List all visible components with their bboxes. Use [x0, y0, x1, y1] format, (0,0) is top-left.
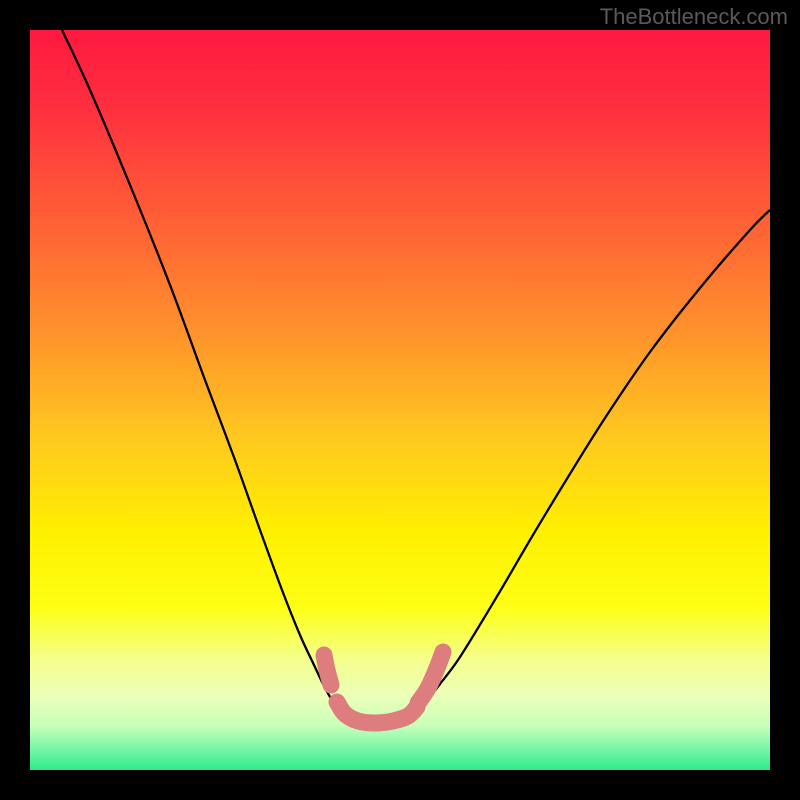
- chart-container: TheBottleneck.com: [0, 0, 800, 800]
- watermark-text: TheBottleneck.com: [600, 4, 788, 30]
- chart-svg: [0, 0, 800, 800]
- valley-segment: [324, 655, 331, 685]
- plot-background: [30, 30, 770, 770]
